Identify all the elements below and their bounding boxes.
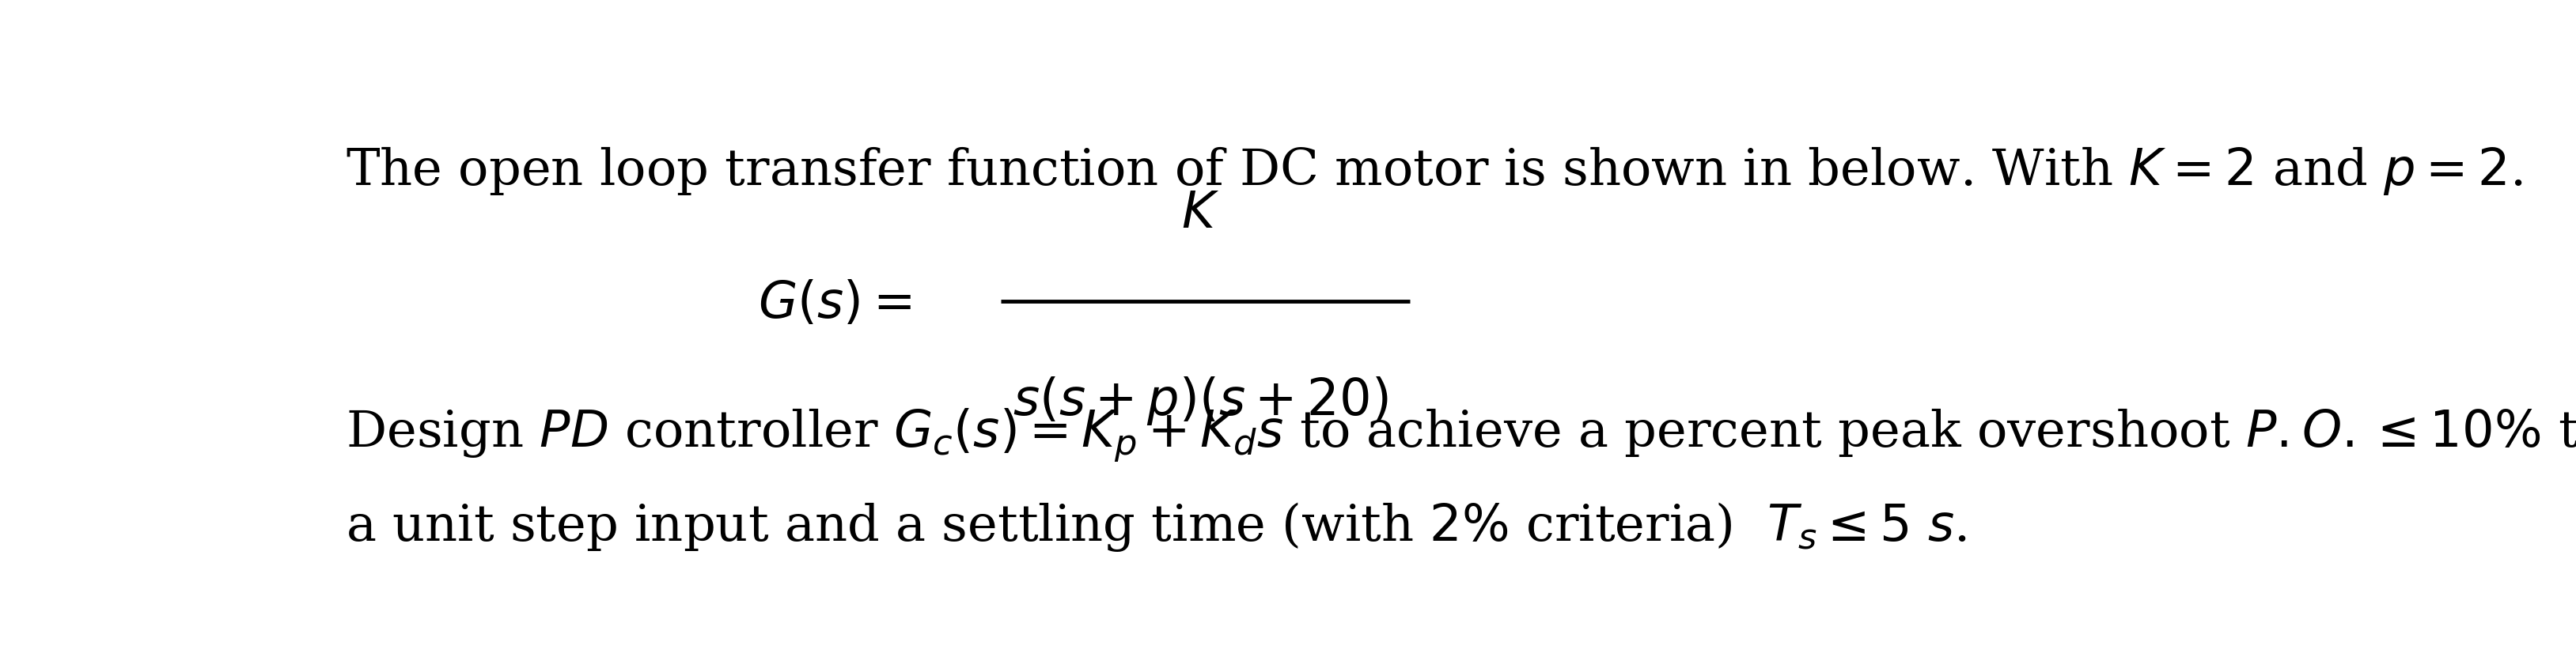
Text: The open loop transfer function of DC motor is shown in below. With $K = 2$ and : The open loop transfer function of DC mo… (345, 145, 2522, 197)
Text: $G(s) =$: $G(s) =$ (757, 280, 912, 328)
Text: a unit step input and a settling time (with $2\%$ criteria)  $T_s \leq 5$ $s$.: a unit step input and a settling time (w… (345, 500, 1968, 553)
Text: $s(s + p)(s + 20)$: $s(s + p)(s + 20)$ (1012, 374, 1388, 427)
Text: $K$: $K$ (1182, 190, 1218, 238)
Text: Design $PD$ controller $G_c(s) = K_p + K_d s$ to achieve a percent peak overshoo: Design $PD$ controller $G_c(s) = K_p + K… (345, 407, 2576, 464)
